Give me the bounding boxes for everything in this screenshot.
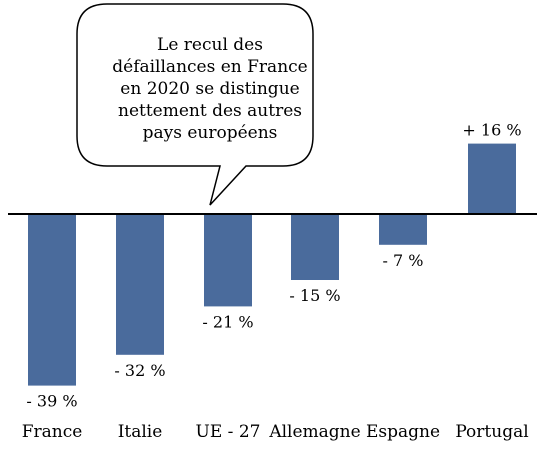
data-label: - 32 % [114, 361, 165, 380]
category-label: Espagne [366, 422, 440, 442]
category-label: Italie [118, 422, 163, 442]
callout-bubble [76, 3, 314, 206]
data-label: - 39 % [26, 392, 77, 411]
category-label: Allemagne [268, 422, 360, 442]
data-label: - 15 % [289, 286, 340, 305]
bar-espagne [379, 214, 427, 245]
category-label: France [22, 422, 83, 442]
callout-text: Le recul des défaillances en France en 2… [112, 35, 308, 143]
data-label: - 21 % [202, 312, 253, 331]
data-label: - 7 % [383, 251, 424, 270]
bar-italie [116, 214, 164, 355]
labels-group: - 39 % France - 32 % Italie - 21 % UE - 27 - 1… [22, 121, 529, 442]
bar-france [28, 214, 76, 386]
bar-ue-27 [204, 214, 252, 307]
data-label: + 16 % [462, 121, 521, 140]
category-label: Portugal [455, 422, 528, 442]
bar-allemagne [291, 214, 339, 280]
bar-portugal [468, 143, 516, 214]
category-label: UE - 27 [196, 422, 261, 442]
bars-group [28, 143, 516, 386]
